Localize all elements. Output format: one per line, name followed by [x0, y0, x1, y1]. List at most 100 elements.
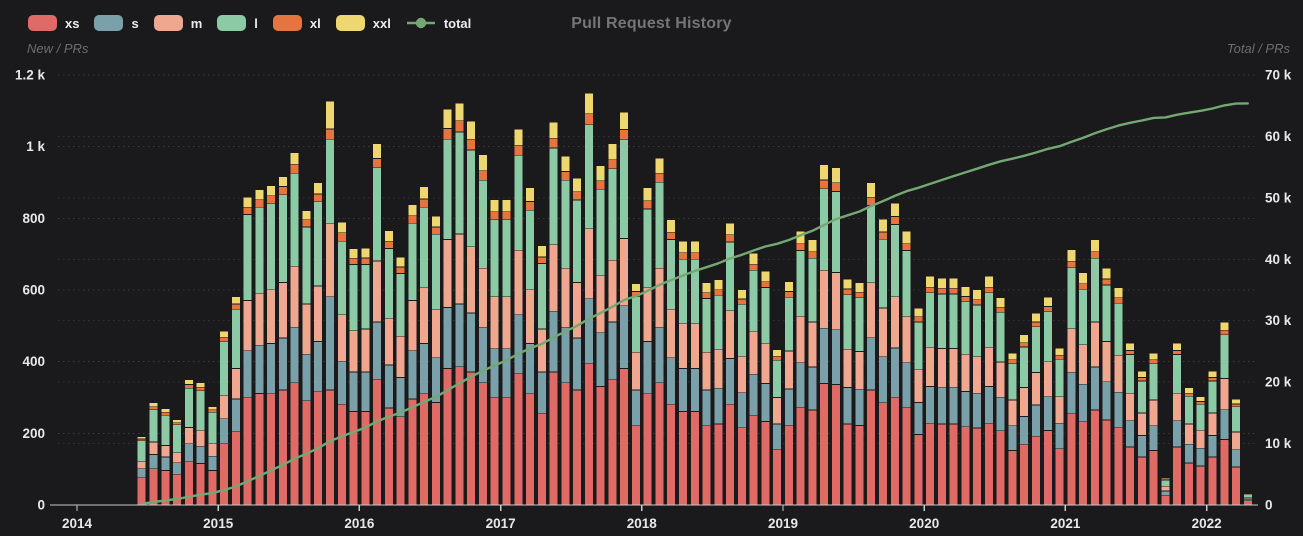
- bar-segment-xs[interactable]: [537, 413, 546, 505]
- bar-segment-xxl[interactable]: [408, 205, 417, 216]
- bar-segment-xs[interactable]: [1067, 414, 1076, 505]
- bar-segment-s[interactable]: [1008, 426, 1017, 451]
- bar-segment-s[interactable]: [443, 307, 452, 369]
- bar-segment-xs[interactable]: [431, 402, 440, 505]
- bar-segment-xl[interactable]: [608, 159, 617, 169]
- bar-segment-xs[interactable]: [596, 386, 605, 505]
- bar-2018-11[interactable]: [761, 271, 770, 505]
- bar-segment-xs[interactable]: [573, 390, 582, 505]
- bar-segment-s[interactable]: [455, 304, 464, 367]
- bar-segment-xs[interactable]: [149, 469, 158, 505]
- bar-segment-s[interactable]: [749, 374, 758, 415]
- bar-segment-xs[interactable]: [1149, 450, 1158, 505]
- bar-segment-xs[interactable]: [326, 390, 334, 505]
- bar-segment-l[interactable]: [843, 295, 852, 349]
- bar-segment-xl[interactable]: [1020, 343, 1029, 347]
- bar-segment-xxl[interactable]: [1008, 353, 1017, 360]
- bar-segment-s[interactable]: [1161, 491, 1170, 495]
- bar-segment-xs[interactable]: [608, 379, 617, 505]
- bar-segment-xs[interactable]: [679, 411, 687, 505]
- bar-segment-l[interactable]: [937, 294, 946, 349]
- bar-segment-xxl[interactable]: [984, 276, 993, 287]
- bar-segment-xxl[interactable]: [737, 290, 746, 299]
- bar-segment-xxl[interactable]: [526, 188, 534, 202]
- bar-segment-xs[interactable]: [184, 462, 193, 505]
- bar-2019-01[interactable]: [784, 281, 793, 505]
- bar-segment-xl[interactable]: [961, 296, 970, 302]
- bar-segment-s[interactable]: [784, 389, 793, 425]
- bar-2020-11[interactable]: [1043, 297, 1052, 505]
- bar-segment-xl[interactable]: [173, 422, 181, 425]
- bar-segment-l[interactable]: [584, 125, 593, 229]
- bar-segment-s[interactable]: [690, 368, 699, 412]
- bar-segment-xl[interactable]: [396, 267, 405, 274]
- bar-segment-xxl[interactable]: [596, 166, 605, 181]
- bar-segment-s[interactable]: [1114, 392, 1123, 427]
- bar-segment-m[interactable]: [396, 336, 405, 378]
- bar-segment-xs[interactable]: [467, 372, 476, 505]
- bar-2020-10[interactable]: [1032, 313, 1040, 505]
- bar-segment-xs[interactable]: [749, 415, 758, 505]
- bar-segment-xxl[interactable]: [643, 188, 652, 201]
- bar-2020-02[interactable]: [937, 278, 946, 505]
- bar-segment-xl[interactable]: [737, 299, 746, 304]
- bar-segment-s[interactable]: [314, 342, 323, 392]
- bar-2019-05[interactable]: [831, 168, 840, 505]
- bar-segment-xxl[interactable]: [231, 297, 240, 304]
- bar-segment-l[interactable]: [255, 207, 264, 293]
- bar-segment-l[interactable]: [761, 287, 770, 344]
- bar-segment-l[interactable]: [220, 342, 229, 395]
- bar-2017-08[interactable]: [584, 93, 593, 505]
- bar-segment-xxl[interactable]: [1043, 297, 1052, 307]
- bar-segment-l[interactable]: [1079, 289, 1087, 345]
- bar-segment-m[interactable]: [631, 352, 640, 390]
- bar-segment-xs[interactable]: [867, 390, 876, 505]
- bar-segment-xxl[interactable]: [749, 253, 758, 264]
- bar-segment-l[interactable]: [1055, 359, 1064, 397]
- bar-segment-xs[interactable]: [243, 397, 252, 505]
- bar-segment-l[interactable]: [431, 234, 440, 310]
- bar-segment-m[interactable]: [773, 397, 782, 424]
- bar-segment-xxl[interactable]: [1184, 388, 1193, 393]
- bar-2020-03[interactable]: [949, 278, 958, 505]
- bar-2019-02[interactable]: [796, 231, 805, 505]
- bar-segment-m[interactable]: [573, 282, 582, 338]
- bar-segment-m[interactable]: [243, 300, 252, 351]
- bar-segment-xxl[interactable]: [1173, 343, 1182, 351]
- bar-segment-s[interactable]: [831, 330, 840, 385]
- bar-segment-xs[interactable]: [161, 471, 170, 505]
- bar-2017-12[interactable]: [631, 283, 640, 505]
- bar-segment-s[interactable]: [349, 372, 358, 412]
- bar-segment-l[interactable]: [1008, 364, 1017, 400]
- bar-segment-m[interactable]: [326, 223, 334, 297]
- bar-segment-xl[interactable]: [278, 186, 287, 195]
- bar-segment-xxl[interactable]: [1196, 396, 1205, 402]
- bar-segment-xxl[interactable]: [1161, 478, 1170, 480]
- bar-segment-xl[interactable]: [137, 439, 146, 441]
- bar-segment-m[interactable]: [1173, 393, 1182, 421]
- bar-segment-xxl[interactable]: [290, 152, 299, 164]
- bar-segment-xs[interactable]: [843, 424, 852, 505]
- bar-segment-xl[interactable]: [349, 258, 358, 265]
- bar-segment-s[interactable]: [290, 327, 299, 383]
- bar-segment-xl[interactable]: [820, 180, 829, 189]
- bar-2020-06[interactable]: [984, 276, 993, 505]
- bar-segment-xs[interactable]: [231, 431, 240, 505]
- bar-segment-m[interactable]: [831, 272, 840, 330]
- bar-segment-xxl[interactable]: [420, 186, 429, 199]
- bar-segment-xxl[interactable]: [278, 176, 287, 187]
- bar-segment-xxl[interactable]: [808, 239, 817, 252]
- bar-segment-l[interactable]: [373, 168, 381, 261]
- bar-segment-m[interactable]: [314, 286, 323, 342]
- bar-segment-xl[interactable]: [996, 307, 1005, 312]
- bar-2017-04[interactable]: [537, 245, 546, 505]
- bar-2017-09[interactable]: [596, 166, 605, 505]
- bar-segment-m[interactable]: [796, 316, 805, 363]
- bar-segment-xs[interactable]: [514, 374, 523, 505]
- bar-segment-s[interactable]: [1126, 421, 1135, 447]
- bar-segment-xxl[interactable]: [1032, 313, 1040, 322]
- bar-segment-s[interactable]: [855, 389, 864, 426]
- bar-segment-xl[interactable]: [655, 173, 664, 182]
- bar-segment-xxl[interactable]: [867, 183, 876, 197]
- bar-segment-s[interactable]: [1232, 450, 1240, 467]
